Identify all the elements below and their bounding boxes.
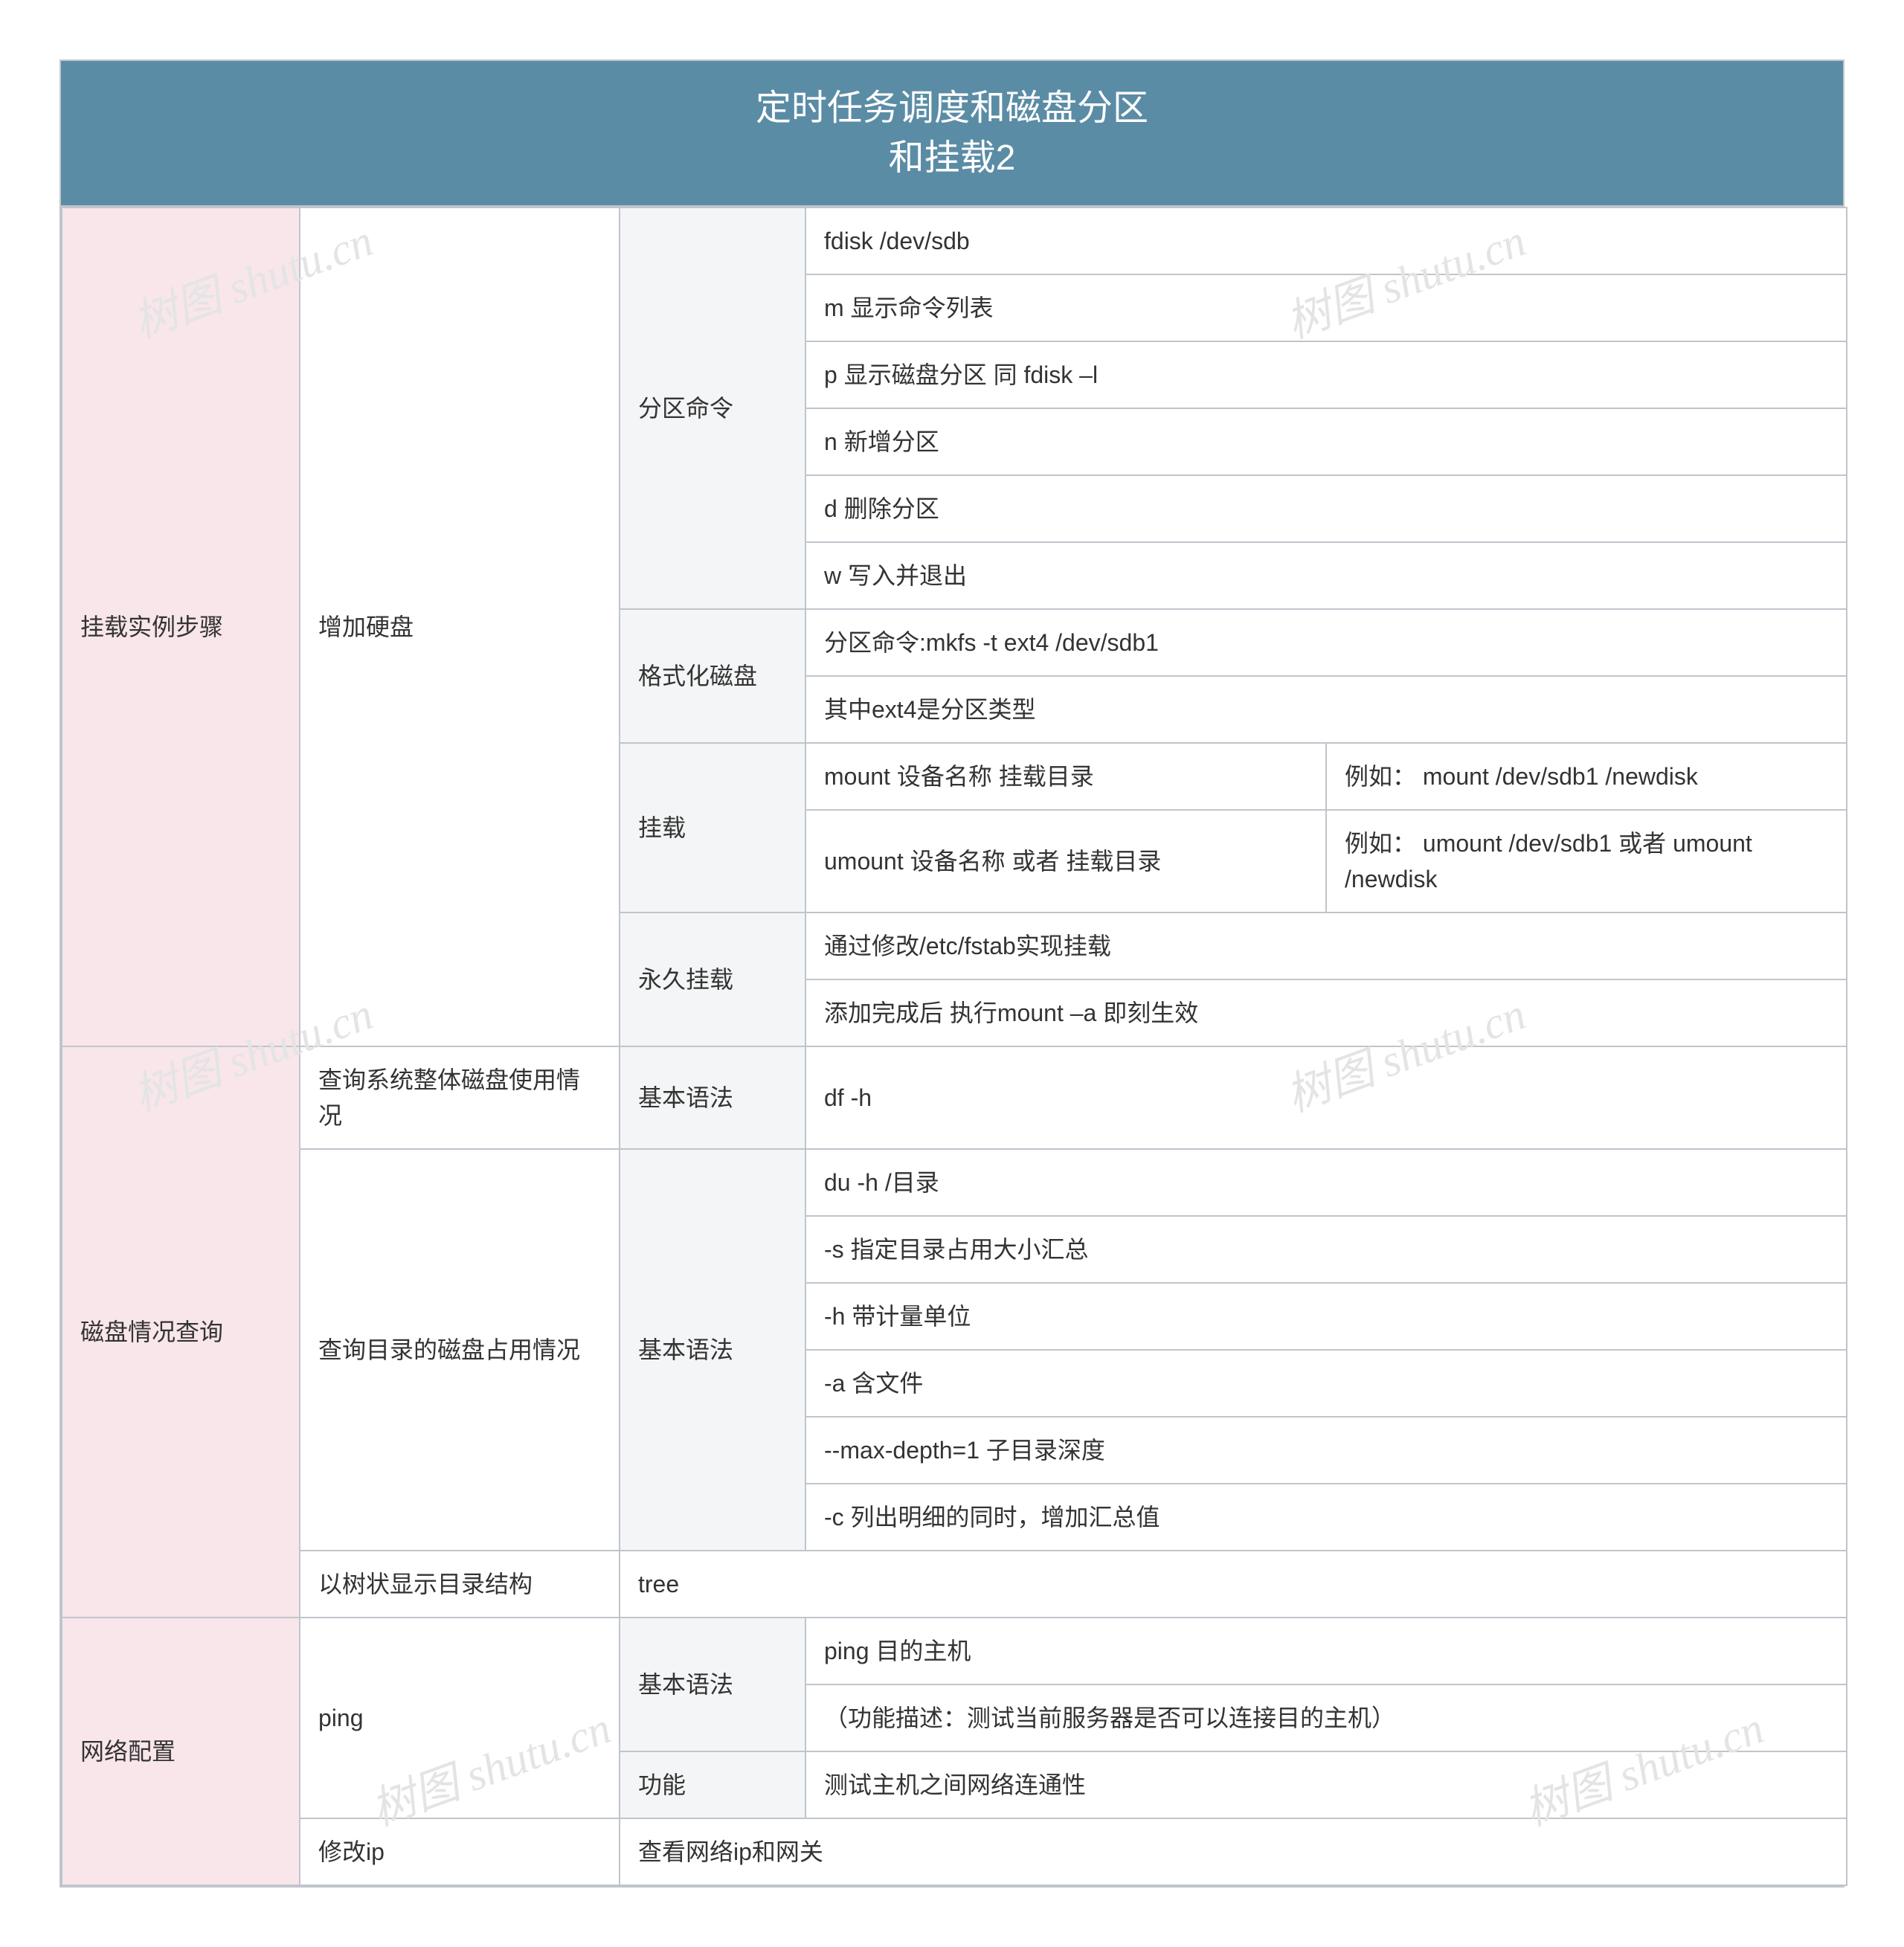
title-line-2: 和挂载2 [76,133,1828,183]
col4-cell: du -h /目录 [805,1149,1847,1216]
col2-cell: ping [300,1618,620,1818]
col4-cell: -a 含文件 [805,1350,1847,1417]
col3-cell: 分区命令 [620,207,805,609]
col1-cell: 网络配置 [62,1618,300,1885]
col5-cell: 例如： umount /dev/sdb1 或者 umount /newdisk [1326,810,1847,913]
col4-cell: 测试主机之间网络连通性 [805,1751,1847,1818]
col4-cell: p 显示磁盘分区 同 fdisk –l [805,341,1847,408]
table-row: 磁盘情况查询查询系统整体磁盘使用情况基本语法df -h [62,1046,1847,1149]
col3-cell: 挂载 [620,743,805,913]
col4-cell: --max-depth=1 子目录深度 [805,1417,1847,1484]
col4-cell: 通过修改/etc/fstab实现挂载 [805,913,1847,979]
col3-cell: 功能 [620,1751,805,1818]
col3-cell: 查看网络ip和网关 [620,1818,1847,1885]
table-row: 查询目录的磁盘占用情况基本语法du -h /目录 [62,1149,1847,1216]
main-table: 挂载实例步骤增加硬盘分区命令fdisk /dev/sdbm 显示命令列表p 显示… [61,207,1847,1886]
col4-cell: d 删除分区 [805,475,1847,542]
col2-cell: 增加硬盘 [300,207,620,1046]
col4-cell: （功能描述：测试当前服务器是否可以连接目的主机） [805,1684,1847,1751]
col4-cell: m 显示命令列表 [805,274,1847,341]
col4-cell: fdisk /dev/sdb [805,207,1847,274]
col4-cell: ping 目的主机 [805,1618,1847,1684]
table-row: 以树状显示目录结构tree [62,1551,1847,1618]
col4-cell: umount 设备名称 或者 挂载目录 [805,810,1326,913]
col4-cell: -s 指定目录占用大小汇总 [805,1216,1847,1283]
table-row: 网络配置ping基本语法ping 目的主机 [62,1618,1847,1684]
table-container: 定时任务调度和磁盘分区 和挂载2 挂载实例步骤增加硬盘分区命令fdisk /de… [60,59,1844,1888]
col4-cell: 添加完成后 执行mount –a 即刻生效 [805,979,1847,1046]
col3-cell: tree [620,1551,1847,1618]
col2-cell: 查询目录的磁盘占用情况 [300,1149,620,1551]
col2-cell: 修改ip [300,1818,620,1885]
table-row: 挂载实例步骤增加硬盘分区命令fdisk /dev/sdb [62,207,1847,274]
col3-cell: 基本语法 [620,1046,805,1149]
col4-cell: df -h [805,1046,1847,1149]
col2-cell: 查询系统整体磁盘使用情况 [300,1046,620,1149]
table-header: 定时任务调度和磁盘分区 和挂载2 [61,61,1843,207]
col4-cell: 分区命令:mkfs -t ext4 /dev/sdb1 [805,609,1847,676]
col4-cell: 其中ext4是分区类型 [805,676,1847,743]
col4-cell: w 写入并退出 [805,542,1847,609]
col4-cell: n 新增分区 [805,408,1847,475]
col4-cell: mount 设备名称 挂载目录 [805,743,1326,810]
col3-cell: 基本语法 [620,1149,805,1551]
title-line-1: 定时任务调度和磁盘分区 [76,83,1828,133]
col3-cell: 格式化磁盘 [620,609,805,743]
col5-cell: 例如： mount /dev/sdb1 /newdisk [1326,743,1847,810]
col4-cell: -h 带计量单位 [805,1283,1847,1350]
col1-cell: 挂载实例步骤 [62,207,300,1046]
col4-cell: -c 列出明细的同时，增加汇总值 [805,1484,1847,1551]
table-row: 修改ip查看网络ip和网关 [62,1818,1847,1885]
col3-cell: 基本语法 [620,1618,805,1751]
col3-cell: 永久挂载 [620,913,805,1046]
col2-cell: 以树状显示目录结构 [300,1551,620,1618]
col1-cell: 磁盘情况查询 [62,1046,300,1618]
